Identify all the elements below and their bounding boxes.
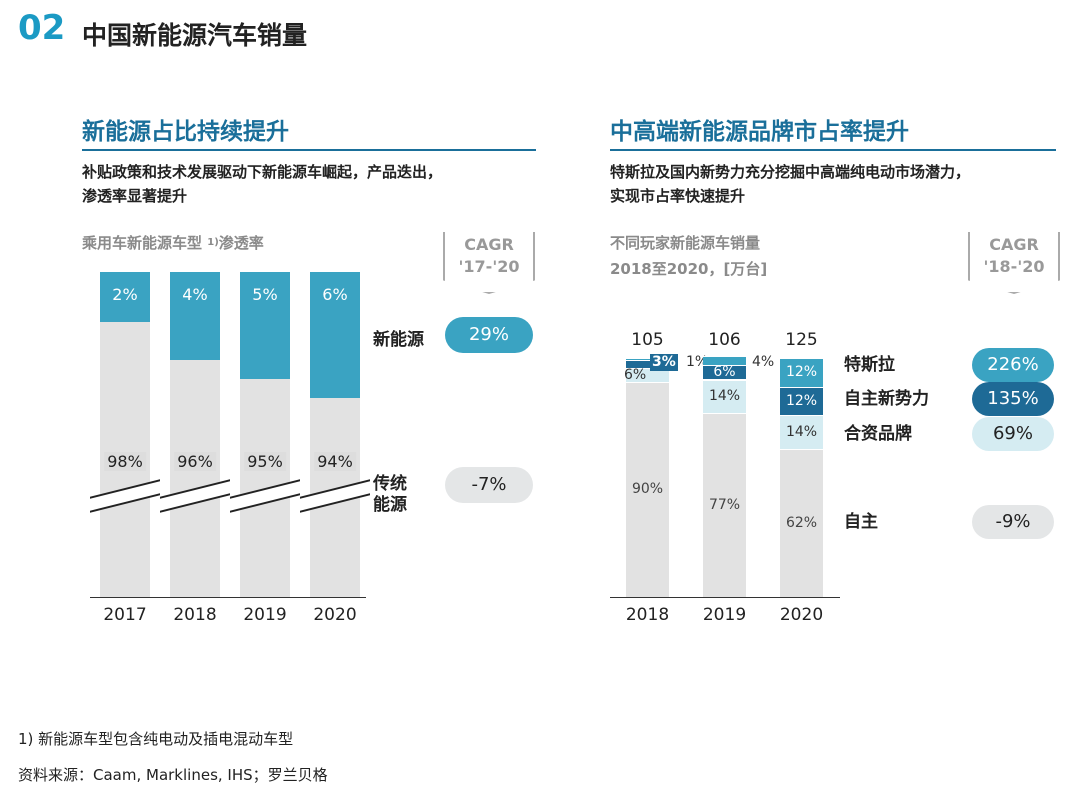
cagr-label: CAGR — [464, 235, 514, 254]
right-description: 特斯拉及国内新势力充分挖掘中高端纯电动市场潜力， 实现市占率快速提升 — [610, 160, 970, 208]
source-note: 资料来源：Caam, Marklines, IHS；罗兰贝格 — [18, 766, 328, 784]
total-label-2020: 125 — [785, 330, 818, 350]
x-tick-2019: 2019 — [702, 605, 747, 625]
right-x-axis — [610, 597, 840, 598]
legend-label-3: 自主 — [844, 512, 878, 532]
legend-label-2: 合资品牌 — [844, 424, 912, 444]
left-subtitle: 乘用车新能源车型 1)渗透率 — [82, 230, 264, 256]
cagr-pill-traditional: -7% — [445, 467, 533, 503]
bar-new-energy-2018 — [170, 272, 220, 360]
legend-label-0: 特斯拉 — [844, 355, 895, 375]
right-heading: 中高端新能源品牌市占率提升 — [610, 119, 909, 145]
cagr-period: '17-'20 — [458, 257, 520, 276]
desc-line: 特斯拉及国内新势力充分挖掘中高端纯电动市场潜力， — [610, 163, 971, 181]
left-divider — [82, 149, 536, 151]
x-tick-2017: 2017 — [103, 605, 147, 625]
seg-label-特斯拉-2020: 12% — [785, 364, 818, 381]
seg-label-自主-2018: 90% — [631, 481, 664, 498]
subtitle-line: 不同玩家新能源车销量 — [610, 234, 761, 252]
cagr-period: '18-'20 — [983, 257, 1045, 276]
desc-line: 补贴政策和技术发展驱动下新能源车崛起，产品迭出， — [82, 163, 443, 181]
left-heading: 新能源占比持续提升 — [82, 119, 289, 145]
cagr-pill-1: 135% — [972, 382, 1054, 416]
subtitle-text: 乘用车新能源车型 — [82, 234, 203, 252]
bar-seg-自主-2020 — [780, 448, 823, 597]
bar-seg-合资品牌-2019 — [703, 379, 746, 413]
bar-seg-特斯拉-2019 — [703, 355, 746, 366]
seg-label-合资品牌-2018: 6% — [624, 367, 647, 383]
bar-traditional-2018 — [170, 360, 220, 597]
subtitle-line: 2018至2020，[万台] — [610, 260, 768, 278]
label-line: 传统 — [373, 474, 407, 494]
footnote-marker: 1) — [207, 237, 219, 248]
total-label-2018: 105 — [631, 330, 664, 350]
label-traditional-2018: 96% — [174, 452, 216, 471]
bar-seg-自主新势力-2020 — [780, 386, 823, 416]
cagr-pill-3: -9% — [972, 505, 1054, 539]
right-divider — [610, 149, 1056, 151]
seg-label-合资品牌-2020: 14% — [785, 424, 818, 441]
bar-seg-自主新势力-2018 — [626, 360, 669, 368]
seg-label-自主-2019: 77% — [708, 496, 741, 513]
bar-new-energy-2020 — [310, 272, 360, 398]
x-tick-2020: 2020 — [313, 605, 357, 625]
footnote: 1) 新能源车型包含纯电动及插电混动车型 — [18, 730, 294, 748]
label-new-energy-2020: 6% — [322, 285, 348, 304]
x-tick-2018: 2018 — [173, 605, 217, 625]
bar-seg-自主新势力-2019 — [703, 365, 746, 380]
cagr-pill-new-energy: 29% — [445, 317, 533, 353]
seg-label-自主-2020: 62% — [785, 514, 818, 531]
cagr-pill-0: 226% — [972, 348, 1054, 382]
desc-line: 渗透率显著提升 — [82, 187, 188, 205]
label-traditional-2017: 98% — [104, 452, 146, 471]
bar-seg-自主-2019 — [703, 412, 746, 597]
seg-label-合资品牌-2019: 14% — [708, 388, 741, 405]
cagr-label: CAGR — [989, 235, 1039, 254]
bar-new-energy-2017 — [100, 272, 150, 322]
right-cagr-header: CAGR '18-'20 — [968, 232, 1060, 294]
left-description: 补贴政策和技术发展驱动下新能源车崛起，产品迭出， 渗透率显著提升 — [82, 160, 442, 208]
left-x-axis — [90, 597, 366, 598]
seg-label-特斯拉-2019: 4% — [752, 354, 775, 370]
label-line: 能源 — [373, 495, 407, 515]
bar-seg-合资品牌-2020 — [780, 415, 823, 449]
seg-label-特斯拉-2018: 1% — [686, 354, 709, 370]
left-cagr-header: CAGR '17-'20 — [443, 232, 535, 294]
legend-label-traditional: 传统 能源 — [373, 474, 407, 516]
label-new-energy-2017: 2% — [112, 285, 138, 304]
right-subtitle: 不同玩家新能源车销量 2018至2020，[万台] — [610, 230, 767, 282]
legend-label-new-energy: 新能源 — [373, 330, 424, 350]
cagr-pill-2: 69% — [972, 417, 1054, 451]
x-tick-2019: 2019 — [243, 605, 287, 625]
x-tick-2018: 2018 — [625, 605, 670, 625]
x-tick-2020: 2020 — [779, 605, 824, 625]
label-traditional-2020: 94% — [314, 452, 356, 471]
bar-new-energy-2019 — [240, 272, 290, 379]
bar-seg-特斯拉-2018 — [626, 358, 669, 361]
bar-seg-合资品牌-2018 — [626, 367, 669, 382]
desc-line: 实现市占率快速提升 — [610, 187, 746, 205]
label-new-energy-2019: 5% — [252, 285, 278, 304]
total-label-2019: 106 — [708, 330, 741, 350]
seg-label-自主新势力-2020: 12% — [785, 393, 818, 410]
seg-label-自主新势力-2018: 3% — [650, 354, 678, 371]
label-new-energy-2018: 4% — [182, 285, 208, 304]
section-number: 02 — [18, 8, 66, 48]
subtitle-suffix: 渗透率 — [218, 234, 264, 252]
legend-label-1: 自主新势力 — [844, 389, 929, 409]
seg-label-自主新势力-2019: 6% — [713, 364, 736, 381]
page-title: 中国新能源汽车销量 — [82, 21, 308, 50]
bar-seg-特斯拉-2020 — [780, 358, 823, 387]
bar-seg-自主-2018 — [626, 381, 669, 597]
label-traditional-2019: 95% — [244, 452, 286, 471]
